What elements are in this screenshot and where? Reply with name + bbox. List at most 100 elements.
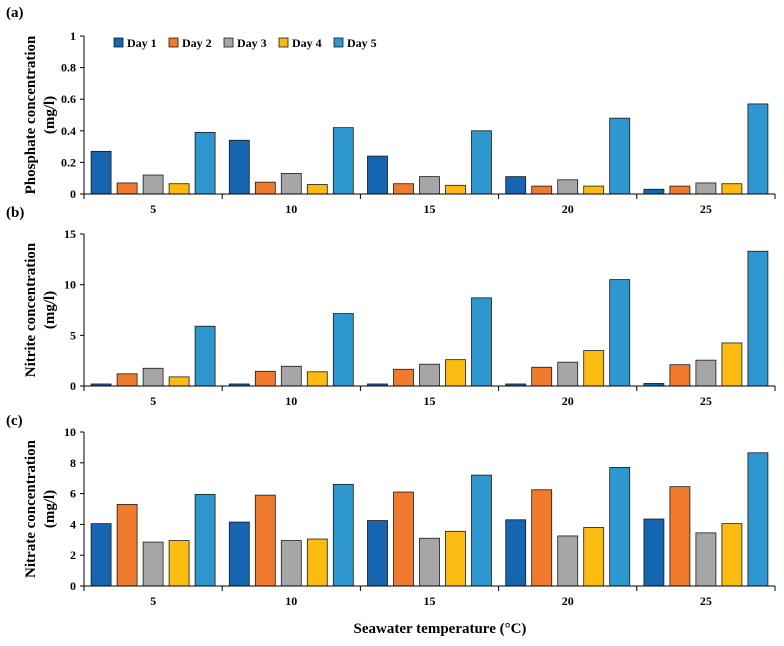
- bar-day-3-15: [419, 537, 440, 587]
- legend-label: Day 2: [182, 36, 212, 50]
- bar-day-1-25: [643, 518, 665, 587]
- bar-day-4-15: [445, 359, 466, 387]
- bar-day-4-25: [721, 523, 743, 587]
- bar-day-2-20: [531, 185, 553, 195]
- x-tick-label: 20: [562, 394, 574, 408]
- y-axis-label: Phosphate concentration: [23, 35, 39, 194]
- panel-label: (a): [6, 5, 24, 21]
- x-tick-label: 15: [424, 594, 436, 608]
- bar-day-2-5: [116, 503, 138, 587]
- bar-day-1-20: [505, 176, 527, 195]
- bar-day-4-5: [168, 376, 190, 387]
- y-tick-label: 10: [64, 425, 76, 439]
- bar-day-4-15: [445, 184, 466, 195]
- bar-day-5-5: [194, 493, 216, 587]
- bar-day-5-5: [194, 131, 216, 195]
- bar-day-5-15: [471, 130, 492, 195]
- legend-swatch: [113, 37, 124, 48]
- bar-day-5-15: [471, 297, 492, 387]
- bar-day-4-20: [583, 185, 605, 195]
- legend-swatch: [278, 37, 289, 48]
- bar-day-5-20: [609, 117, 631, 195]
- x-tick-label: 10: [285, 202, 297, 216]
- bar-day-3-15: [419, 363, 440, 387]
- bar-day-3-10: [280, 365, 302, 387]
- bar-day-4-25: [721, 183, 743, 195]
- y-tick-label: 6: [70, 487, 76, 501]
- x-tick-label: 25: [700, 594, 712, 608]
- y-axis-label: Nitrite concentration: [23, 242, 39, 377]
- bar-day-3-10: [280, 173, 302, 195]
- legend-swatch: [333, 37, 344, 48]
- bar-day-2-20: [531, 366, 553, 387]
- y-tick-label: 0: [70, 579, 76, 593]
- bar-day-3-25: [695, 359, 717, 387]
- bar-day-4-10: [306, 371, 328, 387]
- bar-day-1-5: [90, 523, 112, 587]
- bar-day-2-5: [116, 373, 138, 387]
- bar-day-2-10: [254, 181, 276, 195]
- bar-day-3-5: [142, 541, 164, 587]
- y-tick-label: 0: [70, 187, 76, 201]
- bar-day-4-20: [583, 350, 605, 387]
- y-axis-label: Nitrate concentration: [23, 439, 39, 578]
- bar-day-2-20: [531, 489, 553, 587]
- bar-day-5-20: [609, 467, 631, 587]
- bar-day-2-25: [669, 486, 691, 587]
- bar-day-5-5: [194, 325, 216, 387]
- bar-day-3-20: [557, 361, 579, 387]
- panel-label: (b): [6, 205, 24, 221]
- legend-swatch: [223, 37, 234, 48]
- bar-day-5-25: [747, 452, 769, 587]
- bar-day-1-25: [643, 188, 665, 195]
- bar-day-2-5: [116, 182, 138, 195]
- y-axis-label: (mg/l): [42, 490, 58, 528]
- bar-day-4-25: [721, 342, 743, 387]
- bar-day-2-15: [393, 183, 414, 195]
- y-tick-label: 5: [70, 328, 76, 342]
- y-tick-label: 10: [64, 278, 76, 292]
- y-tick-label: 15: [64, 227, 76, 241]
- bar-day-3-15: [419, 176, 440, 195]
- legend-label: Day 3: [237, 36, 267, 50]
- bar-day-5-10: [332, 483, 354, 587]
- bar-day-3-5: [142, 174, 164, 195]
- y-tick-label: 1: [70, 29, 76, 43]
- bar-day-3-20: [557, 535, 579, 587]
- bar-day-4-5: [168, 183, 190, 195]
- x-tick-label: 20: [562, 202, 574, 216]
- bar-day-2-25: [669, 185, 691, 195]
- legend-label: Day 5: [347, 36, 377, 50]
- bar-day-2-10: [254, 494, 276, 587]
- bar-day-5-20: [609, 279, 631, 387]
- bar-day-2-10: [254, 370, 276, 387]
- bar-day-1-20: [505, 519, 527, 587]
- bar-day-2-15: [393, 368, 414, 387]
- y-axis-label: (mg/l): [42, 291, 58, 329]
- bar-day-1-10: [228, 139, 250, 195]
- legend-swatch: [168, 37, 179, 48]
- bar-day-2-25: [669, 364, 691, 387]
- bar-day-5-25: [747, 103, 769, 195]
- bar-day-3-20: [557, 179, 579, 195]
- y-tick-label: 0.6: [61, 92, 76, 106]
- x-tick-label: 5: [150, 394, 156, 408]
- x-tick-label: 20: [562, 594, 574, 608]
- bar-day-2-15: [393, 491, 414, 587]
- y-tick-label: 4: [70, 517, 76, 531]
- bar-day-5-25: [747, 250, 769, 387]
- y-tick-label: 2: [70, 548, 76, 562]
- x-tick-label: 25: [700, 202, 712, 216]
- bar-day-3-5: [142, 367, 164, 387]
- y-tick-label: 0.2: [61, 155, 76, 169]
- y-axis-label: (mg/l): [42, 96, 58, 134]
- x-tick-label: 5: [150, 202, 156, 216]
- bar-day-1-15: [367, 155, 388, 195]
- y-tick-label: 0.4: [61, 124, 76, 138]
- bar-day-5-15: [471, 474, 492, 587]
- bar-day-4-5: [168, 540, 190, 587]
- bar-day-1-10: [228, 521, 250, 587]
- bar-day-1-5: [90, 150, 112, 195]
- x-axis-label: Seawater temperature (°C): [354, 621, 527, 637]
- x-tick-label: 5: [150, 594, 156, 608]
